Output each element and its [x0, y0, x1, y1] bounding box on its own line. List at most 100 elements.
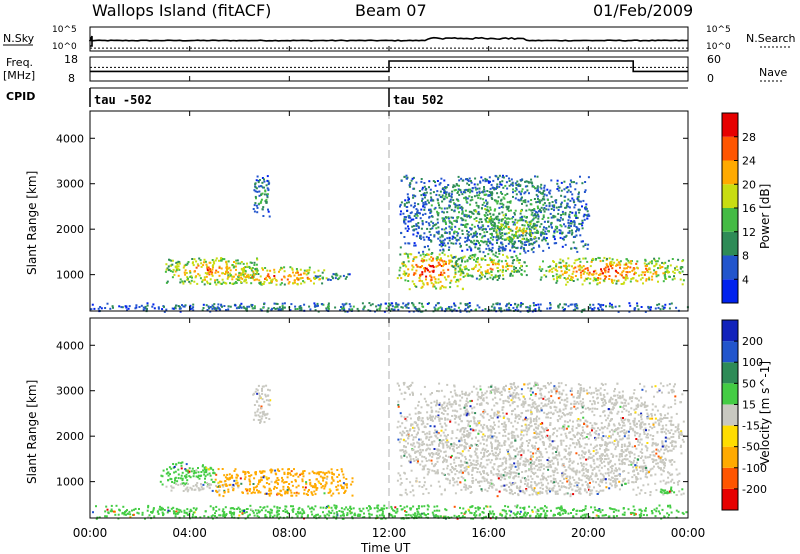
power-cell — [104, 307, 107, 309]
power-cell — [561, 245, 564, 248]
velocity-cell — [337, 492, 340, 495]
power-cell — [529, 234, 531, 237]
velocity-cell — [336, 480, 339, 483]
power-cell — [238, 278, 241, 281]
velocity-cell — [253, 477, 256, 480]
power-cell — [432, 266, 435, 269]
freq-tick-low: 8 — [68, 72, 75, 85]
power-cell — [438, 194, 441, 197]
velocity-cell — [434, 429, 437, 432]
power-cell — [506, 236, 509, 239]
power-cell — [523, 241, 526, 244]
power-cell — [478, 194, 481, 197]
velocity-cell — [480, 480, 483, 483]
power-cell — [350, 308, 353, 311]
power-cell — [519, 267, 521, 270]
power-cell — [616, 258, 619, 261]
power-cell — [265, 279, 268, 281]
power-cell — [278, 308, 280, 311]
velocity-cell — [278, 492, 281, 495]
power-cell — [596, 279, 599, 281]
power-cell — [485, 193, 488, 196]
power-cell — [191, 276, 193, 279]
power-cell — [615, 271, 618, 273]
power-cell — [491, 259, 494, 262]
velocity-cell — [213, 472, 216, 475]
power-cell — [577, 265, 580, 268]
power-cell — [481, 236, 484, 239]
power-cell — [470, 189, 473, 192]
power-cell — [426, 302, 429, 305]
power-cell — [467, 231, 470, 234]
power-cell — [439, 287, 442, 290]
power-cell — [415, 181, 418, 184]
power-cell — [436, 256, 439, 259]
power-cell — [658, 303, 661, 306]
power-cell — [349, 305, 352, 308]
velocity-cell — [455, 447, 458, 450]
power-cell — [534, 226, 537, 229]
power-cell — [206, 267, 209, 270]
power-cell — [205, 304, 208, 307]
power-cell — [468, 256, 470, 259]
power-cell — [492, 224, 495, 227]
power-cell — [263, 193, 266, 196]
power-cell — [491, 224, 493, 227]
velocity-cell — [310, 484, 313, 487]
power-cell — [564, 206, 567, 209]
power-cell — [533, 185, 535, 188]
power-cell — [550, 222, 553, 225]
power-cell — [313, 282, 315, 285]
velocity-cell — [633, 389, 636, 391]
power-cell — [322, 303, 325, 306]
velocity-cell — [665, 444, 668, 447]
power-cell — [662, 308, 665, 310]
power-cell — [468, 184, 471, 186]
velocity-cell — [557, 382, 560, 385]
power-cell — [179, 281, 182, 284]
power-cell — [611, 306, 614, 309]
velocity-cell — [508, 466, 511, 469]
velocity-cell — [574, 481, 577, 484]
power-cell — [412, 206, 415, 209]
velocity-cell — [206, 473, 209, 476]
power-cell — [217, 303, 220, 306]
velocity-cell — [513, 382, 516, 385]
power-cell — [498, 219, 501, 222]
power-cell — [671, 258, 674, 260]
power-cell — [525, 238, 528, 241]
velocity-cell — [268, 389, 271, 392]
velocity-cell — [593, 462, 596, 465]
power-cell — [565, 278, 568, 281]
power-cell — [474, 253, 477, 256]
power-cell — [453, 230, 456, 233]
velocity-cell — [180, 464, 183, 467]
power-cell — [255, 269, 258, 272]
power-cell — [502, 186, 505, 189]
power-cell — [206, 269, 209, 272]
power-cell — [506, 256, 509, 259]
power-cell — [435, 231, 438, 234]
power-cell — [670, 302, 673, 305]
power-cell — [519, 212, 522, 215]
power-cell — [537, 303, 540, 306]
power-cell — [497, 275, 500, 277]
velocity-cell — [247, 471, 250, 474]
power-cell — [375, 305, 378, 308]
power-cell — [604, 277, 607, 280]
power-cell — [275, 302, 278, 305]
power-cell — [496, 192, 499, 195]
power-cell — [651, 278, 654, 281]
power-cell — [515, 267, 517, 269]
power-cell — [438, 274, 440, 277]
velocity-cell — [204, 481, 206, 484]
power-cell — [256, 190, 259, 193]
velocity-cell — [513, 401, 516, 403]
velocity-cell — [610, 484, 613, 487]
power-cell — [487, 253, 490, 256]
power-cell — [306, 269, 309, 272]
velocity-cell — [621, 455, 623, 458]
power-cell — [225, 282, 228, 285]
power-cell — [608, 275, 611, 277]
power-cell — [467, 269, 470, 271]
